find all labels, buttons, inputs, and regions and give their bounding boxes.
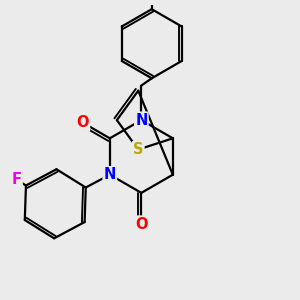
Text: N: N [104,167,116,182]
Text: F: F [12,172,22,187]
Text: N: N [135,112,148,128]
Text: S: S [133,142,143,157]
Text: O: O [76,115,89,130]
Text: O: O [135,217,148,232]
